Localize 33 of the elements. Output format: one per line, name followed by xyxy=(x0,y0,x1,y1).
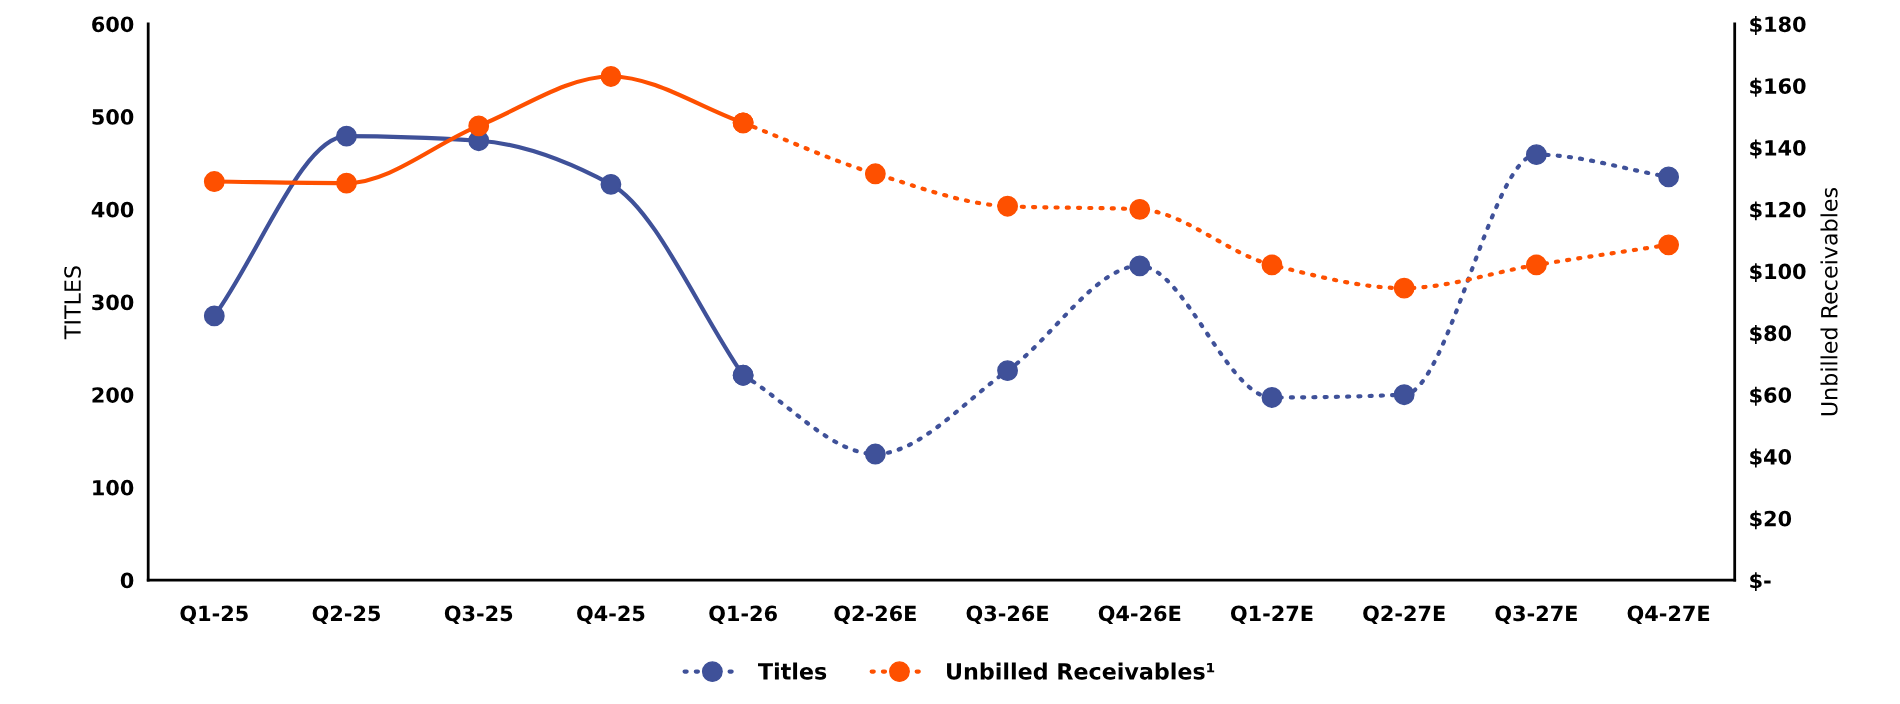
x-tick-label: Q4-25 xyxy=(577,605,645,624)
y-tick-label: 300 xyxy=(92,294,134,311)
x-tick-label: Q1-26 xyxy=(709,605,777,624)
y-tick-label: 0 xyxy=(120,572,134,589)
y-tick-label: 100 xyxy=(93,479,134,496)
x-tick-label: Q1-25 xyxy=(180,605,248,624)
y2-tick-label: $120 xyxy=(1750,201,1806,221)
y2-tick-label: $80 xyxy=(1750,325,1792,344)
x-tick-label: Q2-26E xyxy=(834,605,916,624)
y2-tick-label: $180 xyxy=(1750,16,1806,35)
y2-axis-title: Unbilled Receivables xyxy=(1820,187,1838,416)
legend-label: Unbilled Receivables¹ xyxy=(947,662,1215,680)
x-tick-label: Q3-25 xyxy=(444,605,513,624)
y2-tick-label: $- xyxy=(1750,572,1771,592)
y-tick-label: 200 xyxy=(92,387,134,403)
y2-tick-label: $100 xyxy=(1750,263,1806,283)
y-tick-label: 500 xyxy=(92,109,134,125)
y2-tick-label: $20 xyxy=(1750,510,1792,530)
legend-label: Titles xyxy=(758,662,827,680)
x-tick-label: Q3-26E xyxy=(966,605,1049,624)
y-tick-label: 400 xyxy=(91,201,134,218)
y2-tick-label: $160 xyxy=(1750,77,1806,97)
x-tick-label: Q2-25 xyxy=(312,605,380,624)
x-tick-label: Q4-27E xyxy=(1627,605,1710,624)
x-tick-label: Q3-27E xyxy=(1495,605,1577,624)
y-axis-title: TITLES xyxy=(64,266,81,340)
x-tick-label: Q2-27E xyxy=(1363,605,1445,624)
y2-tick-label: $60 xyxy=(1750,386,1792,406)
y-tick-label: 600 xyxy=(92,16,134,33)
y2-tick-label: $140 xyxy=(1750,139,1806,159)
y2-tick-label: $40 xyxy=(1750,448,1792,468)
x-tick-label: Q4-26E xyxy=(1098,605,1181,624)
x-tick-label: Q1-27E xyxy=(1230,605,1313,624)
